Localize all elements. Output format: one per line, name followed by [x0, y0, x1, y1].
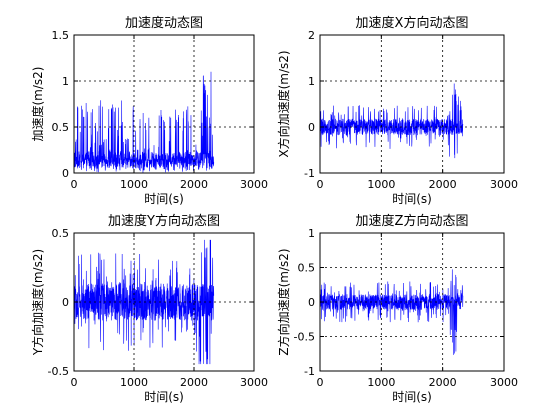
y-tick-label: 0: [62, 296, 69, 309]
chart-title: 加速度X方向动态图: [356, 15, 469, 31]
chart-title: 加速度动态图: [125, 15, 203, 31]
axes-box: [73, 34, 255, 174]
x-tick-label: 0: [71, 178, 78, 191]
series-line: [73, 239, 215, 365]
y-axis-label: 加速度(m/s2): [30, 67, 45, 142]
series-line: [319, 269, 464, 355]
series-line: [73, 71, 215, 173]
y-tick-label: -1: [304, 365, 315, 378]
y-tick-label: 0.5: [52, 121, 70, 134]
subplot-2: 0 1000 2000 3000-1012加速度X方向动态图时间(s)X方向加速度(m…: [276, 15, 518, 206]
x-tick-label: 3000: [490, 376, 518, 389]
axes-box: [319, 34, 505, 174]
y-tick-label: -1: [304, 167, 315, 180]
y-tick-label: 0: [62, 167, 69, 180]
x-tick-label: 0: [317, 178, 324, 191]
x-tick-label: 1000: [367, 376, 395, 389]
y-tick-label: 1: [308, 227, 315, 240]
x-tick-label: 2000: [180, 376, 208, 389]
y-tick-label: 0.5: [52, 227, 70, 240]
x-axis-label: 时间(s): [392, 390, 432, 404]
x-tick-label: 3000: [240, 178, 268, 191]
x-tick-label: 1000: [367, 178, 395, 191]
chart-title: 加速度Z方向动态图: [356, 213, 469, 229]
x-tick-label: 3000: [240, 376, 268, 389]
x-tick-label: 1000: [120, 178, 148, 191]
x-tick-label: 1000: [120, 376, 148, 389]
x-tick-label: 2000: [180, 178, 208, 191]
y-axis-label: X方向加速度(m/s2): [276, 50, 291, 157]
y-axis-label: Z方向加速度(m/s2): [276, 248, 291, 355]
x-tick-label: 2000: [429, 178, 457, 191]
y-tick-label: 0.5: [298, 262, 316, 275]
plot-area: [320, 35, 504, 173]
series-line: [319, 83, 464, 159]
y-tick-label: 0: [308, 121, 315, 134]
x-tick-label: 3000: [490, 178, 518, 191]
y-tick-label: 1.5: [52, 29, 70, 42]
x-axis-label: 时间(s): [144, 390, 184, 404]
y-tick-label: 1: [62, 75, 69, 88]
subplot-3: 0 1000 2000 3000-0.500.5加速度Y方向动态图时间(s)Y方向加速…: [30, 213, 268, 404]
y-tick-label: 0: [308, 296, 315, 309]
y-tick-label: 1: [308, 75, 315, 88]
y-axis-label: Y方向加速度(m/s2): [30, 249, 45, 356]
x-tick-label: 0: [317, 376, 324, 389]
y-tick-label: -0.5: [294, 331, 315, 344]
y-tick-label: -0.5: [48, 365, 69, 378]
x-tick-label: 2000: [429, 376, 457, 389]
x-axis-label: 时间(s): [144, 192, 184, 206]
x-tick-label: 0: [71, 376, 78, 389]
x-axis-label: 时间(s): [392, 192, 432, 206]
chart-title: 加速度Y方向动态图: [108, 213, 220, 229]
y-tick-label: 2: [308, 29, 315, 42]
